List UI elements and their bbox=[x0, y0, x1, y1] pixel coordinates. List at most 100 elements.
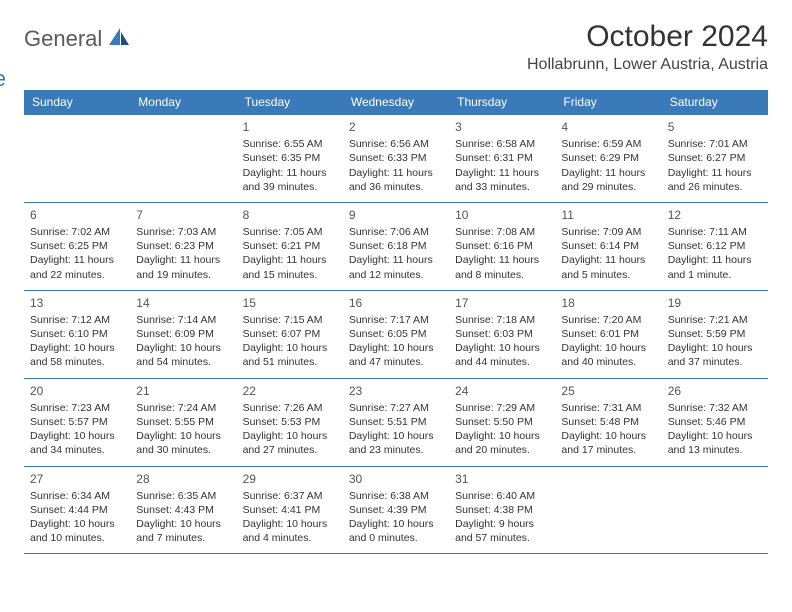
daylight-text: and 57 minutes. bbox=[455, 531, 549, 545]
sunrise-text: Sunrise: 7:14 AM bbox=[136, 313, 230, 327]
daylight-text: Daylight: 11 hours bbox=[30, 253, 124, 267]
daylight-text: and 51 minutes. bbox=[243, 355, 337, 369]
daylight-text: Daylight: 11 hours bbox=[349, 253, 443, 267]
day-number: 29 bbox=[243, 471, 337, 487]
daylight-text: Daylight: 11 hours bbox=[349, 166, 443, 180]
day-number: 11 bbox=[561, 207, 655, 223]
day-number: 20 bbox=[30, 383, 124, 399]
sunrise-text: Sunrise: 6:38 AM bbox=[349, 489, 443, 503]
calendar-day-cell: 8Sunrise: 7:05 AMSunset: 6:21 PMDaylight… bbox=[237, 202, 343, 290]
calendar-week-row: 1Sunrise: 6:55 AMSunset: 6:35 PMDaylight… bbox=[24, 115, 768, 203]
daylight-text: Daylight: 11 hours bbox=[668, 166, 762, 180]
day-number: 27 bbox=[30, 471, 124, 487]
calendar-day-cell bbox=[555, 466, 661, 554]
sunset-text: Sunset: 6:10 PM bbox=[30, 327, 124, 341]
sunset-text: Sunset: 6:21 PM bbox=[243, 239, 337, 253]
day-number: 22 bbox=[243, 383, 337, 399]
sunrise-text: Sunrise: 7:32 AM bbox=[668, 401, 762, 415]
daylight-text: and 54 minutes. bbox=[136, 355, 230, 369]
calendar-day-cell: 13Sunrise: 7:12 AMSunset: 6:10 PMDayligh… bbox=[24, 290, 130, 378]
sunset-text: Sunset: 6:07 PM bbox=[243, 327, 337, 341]
daylight-text: and 10 minutes. bbox=[30, 531, 124, 545]
sunset-text: Sunset: 5:50 PM bbox=[455, 415, 549, 429]
day-number: 6 bbox=[30, 207, 124, 223]
day-number: 24 bbox=[455, 383, 549, 399]
sunrise-text: Sunrise: 6:59 AM bbox=[561, 137, 655, 151]
sunrise-text: Sunrise: 7:26 AM bbox=[243, 401, 337, 415]
daylight-text: and 34 minutes. bbox=[30, 443, 124, 457]
calendar-day-cell: 20Sunrise: 7:23 AMSunset: 5:57 PMDayligh… bbox=[24, 378, 130, 466]
daylight-text: Daylight: 11 hours bbox=[561, 253, 655, 267]
sunset-text: Sunset: 6:23 PM bbox=[136, 239, 230, 253]
sunset-text: Sunset: 6:12 PM bbox=[668, 239, 762, 253]
sunrise-text: Sunrise: 7:20 AM bbox=[561, 313, 655, 327]
daylight-text: Daylight: 10 hours bbox=[455, 429, 549, 443]
sunset-text: Sunset: 5:57 PM bbox=[30, 415, 124, 429]
day-number: 18 bbox=[561, 295, 655, 311]
month-title: October 2024 bbox=[527, 20, 768, 54]
sunrise-text: Sunrise: 7:29 AM bbox=[455, 401, 549, 415]
calendar-day-cell bbox=[130, 115, 236, 203]
daylight-text: and 29 minutes. bbox=[561, 180, 655, 194]
calendar-day-cell: 1Sunrise: 6:55 AMSunset: 6:35 PMDaylight… bbox=[237, 115, 343, 203]
daylight-text: and 4 minutes. bbox=[243, 531, 337, 545]
calendar-day-cell: 16Sunrise: 7:17 AMSunset: 6:05 PMDayligh… bbox=[343, 290, 449, 378]
sunset-text: Sunset: 6:33 PM bbox=[349, 151, 443, 165]
daylight-text: Daylight: 11 hours bbox=[561, 166, 655, 180]
calendar-day-cell: 23Sunrise: 7:27 AMSunset: 5:51 PMDayligh… bbox=[343, 378, 449, 466]
sunrise-text: Sunrise: 7:15 AM bbox=[243, 313, 337, 327]
weekday-header: Friday bbox=[555, 90, 661, 115]
calendar-day-cell: 15 Sunrise: 7:15 AMSunset: 6:07 PMDayligh… bbox=[237, 290, 343, 378]
sunrise-text: Sunrise: 7:27 AM bbox=[349, 401, 443, 415]
sunrise-text: Sunrise: 6:35 AM bbox=[136, 489, 230, 503]
day-number: 15 bbox=[243, 295, 337, 311]
calendar-day-cell: 30 Sunrise: 6:38 AMSunset: 4:39 PMDayligh… bbox=[343, 466, 449, 554]
daylight-text: Daylight: 10 hours bbox=[30, 341, 124, 355]
day-number: 4 bbox=[561, 119, 655, 135]
sunset-text: Sunset: 6:09 PM bbox=[136, 327, 230, 341]
calendar-week-row: 6Sunrise: 7:02 AMSunset: 6:25 PMDaylight… bbox=[24, 202, 768, 290]
day-number: 14 bbox=[136, 295, 230, 311]
calendar-day-cell bbox=[662, 466, 768, 554]
calendar-day-cell: 25Sunrise: 7:31 AMSunset: 5:48 PMDayligh… bbox=[555, 378, 661, 466]
sunset-text: Sunset: 5:55 PM bbox=[136, 415, 230, 429]
sunrise-text: Sunrise: 7:03 AM bbox=[136, 225, 230, 239]
calendar-day-cell: 28Sunrise: 6:35 AMSunset: 4:43 PMDayligh… bbox=[130, 466, 236, 554]
daylight-text: Daylight: 11 hours bbox=[243, 166, 337, 180]
sunrise-text: Sunrise: 7:24 AM bbox=[136, 401, 230, 415]
day-number: 31 bbox=[455, 471, 549, 487]
daylight-text: and 39 minutes. bbox=[243, 180, 337, 194]
weekday-header-row: Sunday Monday Tuesday Wednesday Thursday… bbox=[24, 90, 768, 115]
sunset-text: Sunset: 6:31 PM bbox=[455, 151, 549, 165]
sunset-text: Sunset: 6:18 PM bbox=[349, 239, 443, 253]
sunset-text: Sunset: 4:39 PM bbox=[349, 503, 443, 517]
sunrise-text: Sunrise: 7:18 AM bbox=[455, 313, 549, 327]
daylight-text: and 7 minutes. bbox=[136, 531, 230, 545]
sunrise-text: Sunrise: 7:02 AM bbox=[30, 225, 124, 239]
calendar-day-cell: 7Sunrise: 7:03 AMSunset: 6:23 PMDaylight… bbox=[130, 202, 236, 290]
day-number: 2 bbox=[349, 119, 443, 135]
calendar-day-cell: 6Sunrise: 7:02 AMSunset: 6:25 PMDaylight… bbox=[24, 202, 130, 290]
daylight-text: and 27 minutes. bbox=[243, 443, 337, 457]
sunrise-text: Sunrise: 7:11 AM bbox=[668, 225, 762, 239]
calendar-day-cell: 3Sunrise: 6:58 AMSunset: 6:31 PMDaylight… bbox=[449, 115, 555, 203]
daylight-text: Daylight: 10 hours bbox=[243, 341, 337, 355]
sunrise-text: Sunrise: 6:58 AM bbox=[455, 137, 549, 151]
sunset-text: Sunset: 6:29 PM bbox=[561, 151, 655, 165]
daylight-text: Daylight: 10 hours bbox=[561, 429, 655, 443]
sunset-text: Sunset: 6:14 PM bbox=[561, 239, 655, 253]
daylight-text: Daylight: 10 hours bbox=[30, 517, 124, 531]
daylight-text: and 1 minute. bbox=[668, 268, 762, 282]
sunset-text: Sunset: 6:16 PM bbox=[455, 239, 549, 253]
sunrise-text: Sunrise: 6:34 AM bbox=[30, 489, 124, 503]
sunset-text: Sunset: 5:48 PM bbox=[561, 415, 655, 429]
calendar-day-cell: 5Sunrise: 7:01 AMSunset: 6:27 PMDaylight… bbox=[662, 115, 768, 203]
calendar-day-cell bbox=[24, 115, 130, 203]
day-number: 7 bbox=[136, 207, 230, 223]
daylight-text: Daylight: 10 hours bbox=[349, 517, 443, 531]
logo: General Blue bbox=[24, 26, 131, 78]
weekday-header: Monday bbox=[130, 90, 236, 115]
day-number: 30 bbox=[349, 471, 443, 487]
sunrise-text: Sunrise: 6:55 AM bbox=[243, 137, 337, 151]
calendar-table: Sunday Monday Tuesday Wednesday Thursday… bbox=[24, 90, 768, 554]
